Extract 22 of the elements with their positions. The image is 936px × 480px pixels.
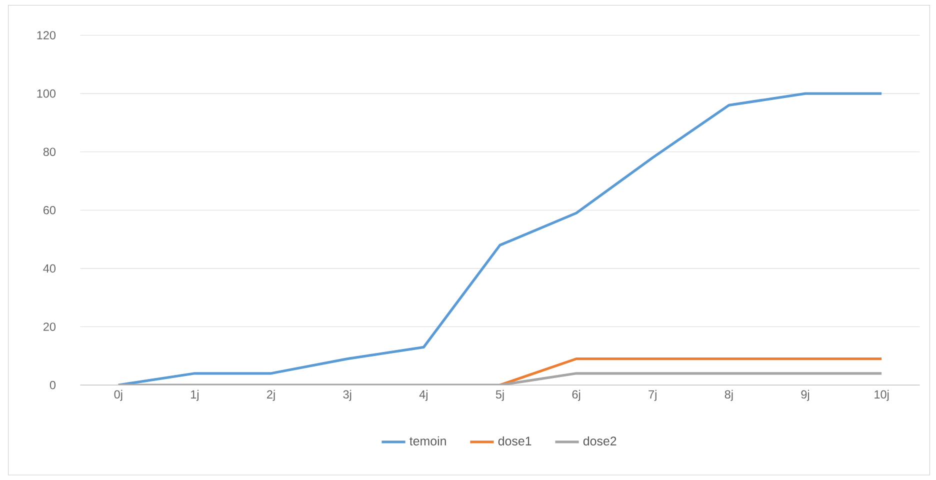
y-tick-label: 120 xyxy=(37,30,56,40)
x-tick-label: 0j xyxy=(114,390,122,401)
x-tick-label: 6j xyxy=(572,390,580,401)
y-tick-label: 40 xyxy=(43,264,56,272)
line-series xyxy=(117,92,883,385)
x-tick-label: 1j xyxy=(191,390,198,401)
x-tick-label: 8j xyxy=(724,390,733,401)
legend-label: dose2 xyxy=(583,436,616,446)
legend-label: dose1 xyxy=(498,436,532,446)
legend-label: temoin xyxy=(410,436,446,446)
x-tick-label: 2j xyxy=(267,390,275,401)
x-tick-label: 4j xyxy=(419,390,428,401)
y-tick-label: 100 xyxy=(37,89,56,98)
y-tick-label: 20 xyxy=(44,322,56,331)
x-tick-label: 7j xyxy=(648,390,656,401)
y-tick-label: 80 xyxy=(43,148,56,156)
x-tick-label: 10j xyxy=(874,390,889,401)
x-tick-label: 9j xyxy=(801,390,810,401)
y-tick-label: 60 xyxy=(44,206,56,214)
x-tick-label: 3j xyxy=(343,390,352,401)
x-tick-label: 5j xyxy=(496,390,504,401)
y-tick-label: 0 xyxy=(50,380,56,390)
